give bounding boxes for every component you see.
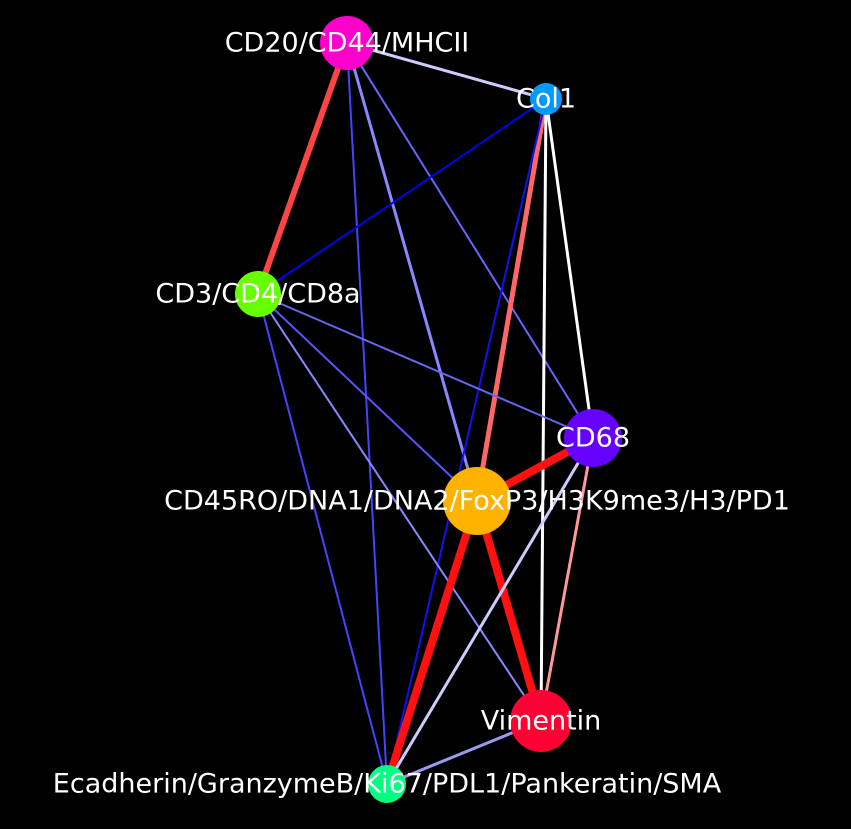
node-cd68[interactable] xyxy=(564,409,622,467)
node-vim[interactable] xyxy=(510,690,572,752)
node-ecad[interactable] xyxy=(368,765,406,803)
edge-cd45-vim xyxy=(473,499,545,723)
nodes-layer xyxy=(235,16,622,803)
node-label-vim: Vimentin xyxy=(481,706,602,737)
edge-cd20-col1 xyxy=(346,41,547,101)
node-cd20[interactable] xyxy=(320,16,374,70)
node-cd45[interactable] xyxy=(443,467,511,535)
node-label-col1: Col1 xyxy=(516,84,576,115)
edge-col1-vim xyxy=(539,98,548,722)
edges-layer xyxy=(255,41,595,786)
edge-col1-cd68 xyxy=(544,98,595,439)
node-label-cd20: CD20/CD44/MHCII xyxy=(225,28,470,59)
edge-col1-cd45 xyxy=(474,98,549,502)
node-label-cd68: CD68 xyxy=(556,423,630,454)
labels-layer: CD20/CD44/MHCII Col1 CD3/CD4/CD8a CD68 CD45R… xyxy=(53,28,790,800)
node-label-cd3: CD3/CD4/CD8a xyxy=(155,279,360,310)
edge-cd3-ecad xyxy=(257,293,388,785)
edge-cd20-cd68 xyxy=(346,42,594,439)
edge-cd20-ecad xyxy=(346,42,388,785)
node-cd3[interactable] xyxy=(235,271,281,317)
edge-cd68-vim xyxy=(539,437,595,722)
edge-col1-ecad xyxy=(386,98,547,785)
edge-cd20-cd45 xyxy=(345,42,479,502)
edge-cd45-ecad xyxy=(383,499,481,786)
node-col1[interactable] xyxy=(530,83,562,115)
node-label-ecad: Ecadherin/GranzymeB/Ki67/PDL1/Pankeratin… xyxy=(53,769,722,800)
edge-cd68-ecad xyxy=(385,437,595,785)
edge-cd3-cd68 xyxy=(257,293,594,439)
node-label-cd45: CD45RO/DNA1/DNA2/FoxP3/H3K9me3/H3/PD1 xyxy=(164,486,790,517)
edge-cd3-vim xyxy=(257,293,542,722)
edge-col1-cd3 xyxy=(257,98,547,295)
edge-cd20-cd3 xyxy=(255,41,350,296)
edge-cd3-cd45 xyxy=(257,293,478,502)
